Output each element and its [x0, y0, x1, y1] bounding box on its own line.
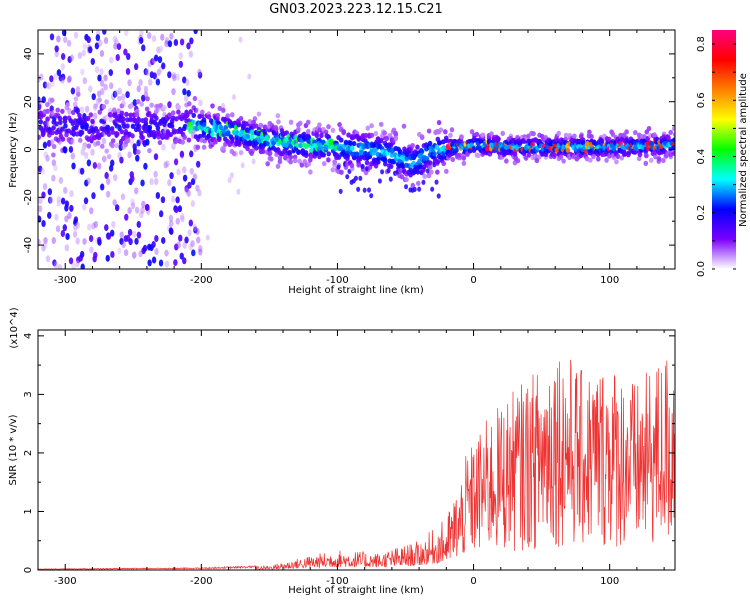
snr-xtick-label: 0	[470, 576, 476, 587]
colorbar-ticks: 0.0 0.2 0.4 0.6 0.8	[696, 36, 736, 277]
snr-multiplier: (x10^4)	[9, 307, 20, 348]
colorbar-tick-label: 0.0	[696, 261, 707, 277]
snr-panel: -300 -200 -100 0 100 0 1 2 3 4 Height of straight…	[8, 307, 676, 596]
spectrogram-ytick-label: 0	[23, 146, 34, 152]
snr-ytick-label: 4	[23, 333, 34, 339]
snr-xtick-label: -300	[54, 576, 77, 587]
spectrogram-xtick-label: -100	[326, 275, 349, 286]
spectrogram-xtick-label: -300	[54, 275, 77, 286]
snr-ytick-label: 2	[23, 450, 34, 456]
snr-ytick-label: 0	[23, 567, 34, 573]
spectrogram-xtick-label: 0	[470, 275, 476, 286]
snr-ytick-label: 3	[23, 391, 34, 397]
snr-ytick-label: 1	[23, 508, 34, 514]
spectrogram-ytick-label: 20	[23, 95, 34, 108]
colorbar-tick-label: 0.2	[696, 205, 707, 221]
snr-series-line	[38, 359, 675, 570]
spectrogram-ytick-label: 40	[23, 48, 34, 61]
spectrogram-ytick-label: -20	[23, 189, 34, 205]
spectrogram-xtick-label: 100	[600, 275, 619, 286]
spectrogram-xlabel: Height of straight line (km)	[288, 285, 424, 296]
colorbar-tick-label: 0.4	[696, 149, 707, 165]
snr-xlabel: Height of straight line (km)	[288, 585, 424, 596]
colorbar-label: Normalized spectral amplitude	[738, 73, 749, 227]
snr-xtick-label: -200	[190, 576, 213, 587]
spectrogram-xtick-label: -200	[190, 275, 213, 286]
colorbar: 0.0 0.2 0.4 0.6 0.8 Normalized spectral ampl…	[696, 30, 749, 277]
snr-frame	[37, 329, 676, 571]
spectrogram-ylabel: Frequency (Hz)	[8, 112, 19, 188]
snr-ticks: -300 -200 -100 0 100 0 1 2 3 4	[23, 330, 675, 587]
colorbar-gradient	[712, 30, 736, 269]
snr-ylabel: SNR (10 * v/v)	[8, 414, 19, 485]
chart-title: GN03.2023.223.12.15.C21	[269, 2, 443, 17]
colorbar-tick-label: 0.6	[696, 92, 707, 108]
spectrogram-heatmap	[38, 30, 675, 269]
colorbar-tick-label: 0.8	[696, 36, 707, 52]
snr-xtick-label: 100	[600, 576, 619, 587]
snr-xtick-label: -100	[326, 576, 349, 587]
spectrogram-ytick-label: -40	[23, 237, 34, 253]
